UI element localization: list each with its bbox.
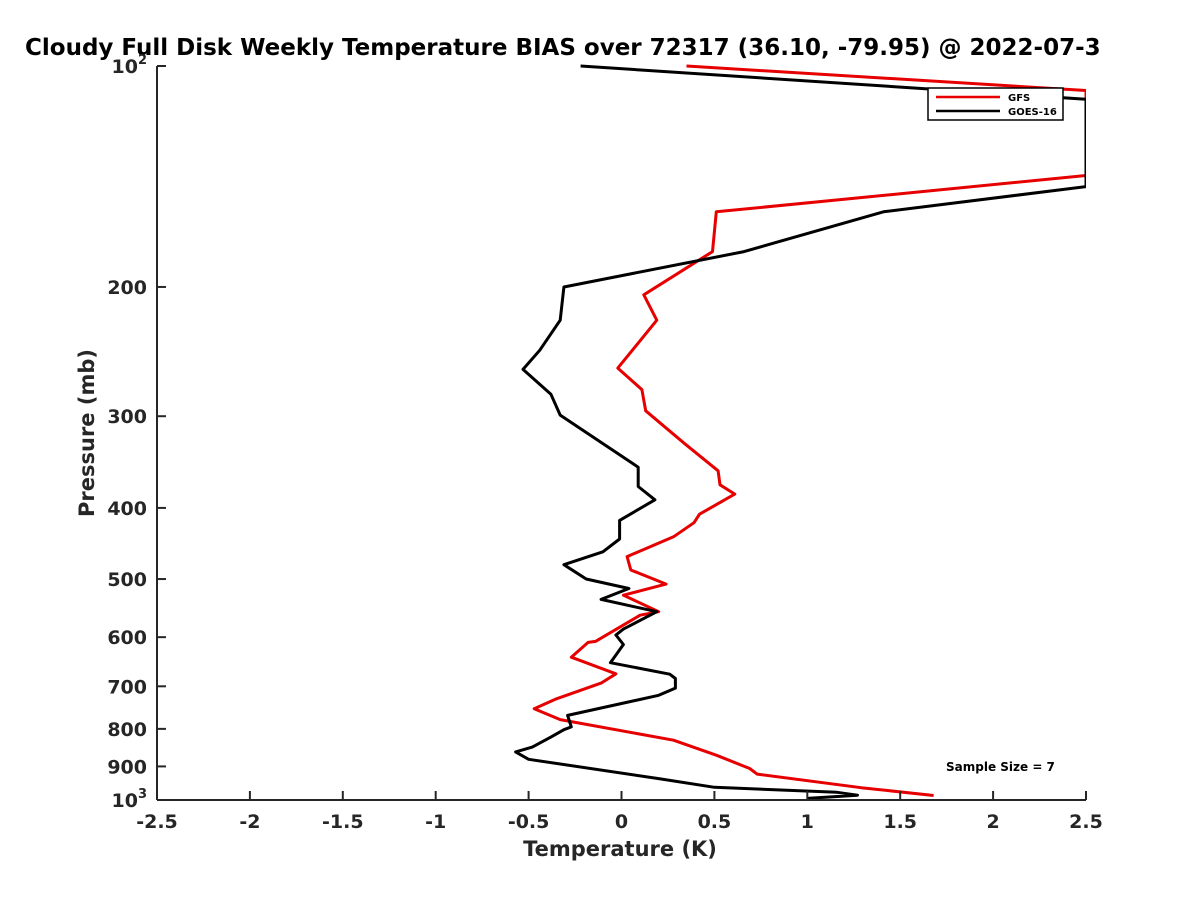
x-tick-label: 2 [986, 811, 999, 833]
x-axis-label: Temperature (K) [523, 837, 717, 861]
x-tick-label: 1 [801, 811, 814, 833]
y-tick-label: 300 [107, 406, 147, 428]
x-tick-label: -2 [239, 811, 260, 833]
y-tick-label: 800 [107, 719, 147, 741]
x-tick-label: 0 [615, 811, 628, 833]
plot-area [514, 64, 1086, 800]
series-line-goes-16 [514, 64, 1086, 800]
y-tick-label-exp: 102 [112, 53, 148, 78]
legend-label: GFS [1008, 93, 1030, 104]
y-tick-label: 700 [107, 676, 147, 698]
x-axis: -2.5 -2 -1.5 -1 -0.5 0 0.5 1 1.5 2 2.5 [136, 791, 1103, 833]
y-tick-label: 400 [107, 498, 147, 520]
series-line-gfs [532, 64, 1086, 797]
y-tick-label: 900 [107, 756, 147, 778]
y-axis: 200 300 400 500 600 700 800 900 102 103 [107, 53, 166, 812]
chart-title: Cloudy Full Disk Weekly Temperature BIAS… [25, 35, 1101, 61]
x-tick-label: -0.5 [508, 811, 550, 833]
x-tick-label: 1.5 [883, 811, 917, 833]
y-tick-label: 500 [107, 569, 147, 591]
x-tick-label: -1 [425, 811, 446, 833]
legend-box [927, 87, 1064, 121]
y-tick-label-exp: 103 [112, 787, 148, 812]
x-tick-label: -1.5 [322, 811, 364, 833]
y-tick-label: 200 [107, 277, 147, 299]
x-tick-label: 2.5 [1069, 811, 1103, 833]
legend: GFS GOES-16 [927, 87, 1064, 121]
y-tick-label: 600 [107, 627, 147, 649]
legend-label: GOES-16 [1008, 107, 1057, 118]
sample-size-annotation: Sample Size = 7 [946, 760, 1055, 774]
y-axis-label: Pressure (mb) [75, 349, 99, 517]
x-tick-label: 0.5 [698, 811, 732, 833]
x-tick-label: -2.5 [136, 811, 178, 833]
